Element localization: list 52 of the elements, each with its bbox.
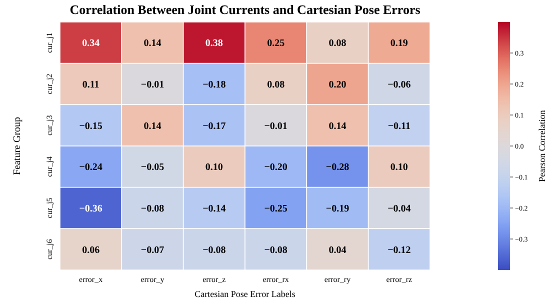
data-label: 0.19 (390, 38, 408, 50)
data-label: 0.14 (144, 120, 162, 132)
chart-title: Correlation Between Joint Currents and Cartesian Pose Errors (70, 2, 420, 17)
data-label: −0.18 (202, 80, 226, 90)
data-label: −0.28 (326, 162, 350, 174)
data-label: −0.11 (388, 120, 410, 132)
data-label: 0.20 (328, 80, 346, 90)
data-label: −0.14 (202, 204, 226, 214)
data-label: −0.08 (264, 244, 288, 256)
data-label: −0.15 (79, 120, 102, 132)
data-label: 0.25 (267, 38, 285, 50)
data-label: −0.01 (140, 80, 164, 90)
data-label: −0.36 (79, 204, 102, 214)
data-label: −0.01 (264, 120, 288, 132)
data-label: 0.11 (82, 80, 100, 90)
data-label: −0.08 (202, 244, 226, 256)
y-tick-label: cur_j4 (45, 156, 54, 177)
y-tick-label: cur_j2 (45, 74, 54, 94)
data-label: 0.10 (205, 162, 223, 174)
y-tick-label: cur_j3 (45, 115, 54, 136)
data-label: −0.17 (202, 120, 226, 132)
x-axis-title: Cartesian Pose Error Labels (194, 289, 296, 299)
x-tick-label: error_x (79, 275, 103, 284)
y-tick-label: cur_j1 (45, 32, 54, 53)
data-label: −0.08 (140, 204, 164, 214)
data-label: −0.12 (388, 244, 411, 256)
data-label: 0.04 (328, 244, 346, 256)
data-label: −0.24 (79, 162, 102, 174)
y-tick-label: cur_j6 (45, 239, 54, 260)
color-bar-title: Pearson Correlation (537, 110, 547, 182)
x-tick-label: error_rz (386, 275, 412, 284)
data-label: 0.10 (390, 162, 408, 174)
data-label: 0.08 (267, 80, 285, 90)
x-tick-label: error_rx (262, 275, 289, 284)
data-label: −0.19 (326, 204, 350, 214)
data-label: −0.05 (140, 162, 164, 174)
data-label: −0.07 (140, 244, 164, 256)
x-tick-label: error_ry (324, 275, 351, 284)
data-label: 0.38 (205, 38, 223, 50)
data-label: −0.04 (388, 204, 411, 214)
data-label: 0.34 (82, 38, 100, 50)
data-label: 0.06 (82, 244, 100, 256)
data-label: 0.14 (144, 38, 162, 50)
data-label: −0.06 (388, 80, 411, 90)
y-axis-title: Feature Group (12, 116, 23, 176)
x-tick-label: error_z (202, 275, 226, 284)
y-tick-label: cur_j5 (45, 198, 54, 218)
data-label: −0.25 (264, 204, 288, 214)
data-label: 0.08 (328, 38, 346, 50)
x-tick-label: error_y (140, 275, 164, 284)
data-label: 0.14 (328, 120, 346, 132)
data-label: −0.20 (264, 162, 288, 174)
